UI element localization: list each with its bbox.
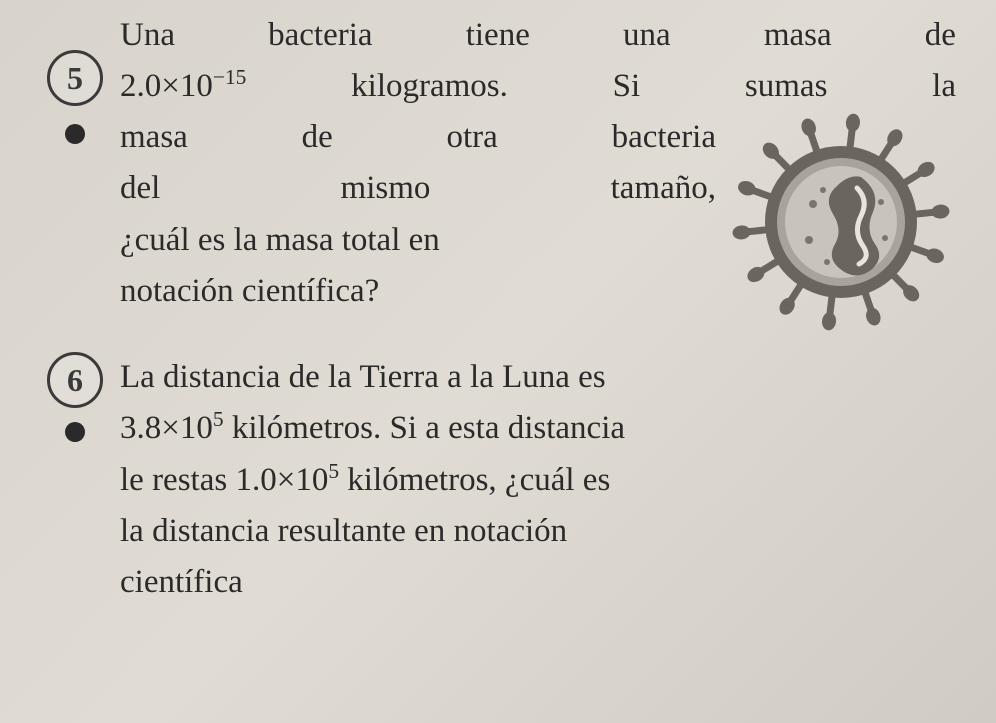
problem-6-body: La distancia de la Tierra a la Luna es 3… (120, 352, 956, 608)
problem-6-line1: La distancia de la Tierra a la Luna es (120, 352, 956, 403)
problem-5-line2: 2.0×10−15 kilogramos. Si sumas la (120, 61, 956, 112)
problem-5-number: 5 (67, 60, 83, 97)
problem-6-marker: 6 (30, 352, 120, 442)
problem-6-line2: 3.8×105 kilómetros. Si a esta distancia (120, 403, 956, 454)
problem-6-line3: le restas 1.0×105 kilómetros, ¿cuál es (120, 455, 956, 506)
problem-5-line4: del mismo tamaño, (120, 163, 716, 214)
problem-6: 6 La distancia de la Tierra a la Luna es… (30, 352, 956, 608)
problem-5-marker: 5 (30, 10, 120, 144)
problem-5-text-block: masa de otra bacteria del mismo tamaño, … (120, 112, 726, 317)
problem-5-dot (65, 124, 85, 144)
problem-6-number: 6 (67, 362, 83, 399)
problem-5-line1: Una bacteria tiene una masa de (120, 10, 956, 61)
problem-6-line5: científica (120, 557, 956, 608)
problem-6-dot (65, 422, 85, 442)
problem-5: 5 Una bacteria tiene una masa de 2.0×10−… (30, 10, 956, 332)
problem-6-line4: la distancia resultante en notación (120, 506, 956, 557)
bacteria-icon (731, 112, 951, 332)
bacteria-illustration (726, 112, 956, 332)
problem-5-line6: notación científica? (120, 266, 716, 317)
problem-5-line3: masa de otra bacteria (120, 112, 716, 163)
problem-5-number-circle: 5 (47, 50, 103, 106)
problem-6-number-circle: 6 (47, 352, 103, 408)
problem-5-line5: ¿cuál es la masa total en (120, 215, 716, 266)
page-content: 5 Una bacteria tiene una masa de 2.0×10−… (0, 0, 996, 638)
problem-5-wrap: masa de otra bacteria del mismo tamaño, … (120, 112, 956, 332)
problem-5-body: Una bacteria tiene una masa de 2.0×10−15… (120, 10, 956, 332)
